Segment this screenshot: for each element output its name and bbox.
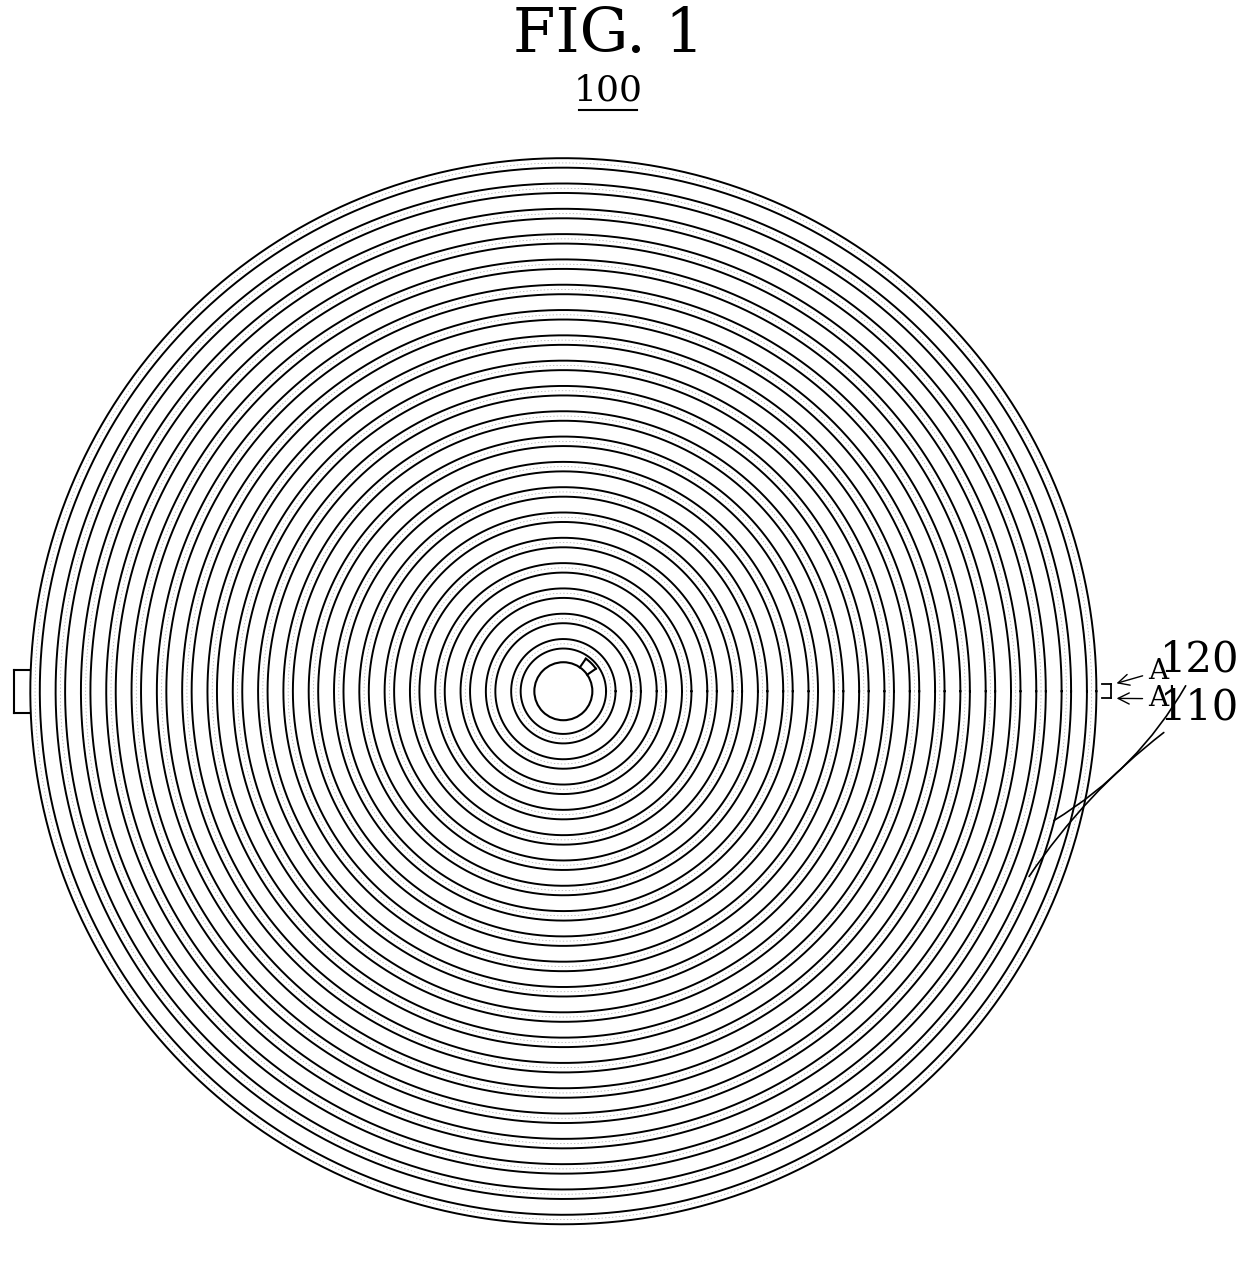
PathPatch shape: [182, 310, 945, 1073]
PathPatch shape: [258, 386, 869, 996]
PathPatch shape: [511, 638, 615, 743]
PathPatch shape: [486, 614, 641, 769]
PathPatch shape: [410, 538, 717, 844]
Text: A: A: [1118, 658, 1168, 686]
Text: A': A': [1118, 686, 1176, 713]
PathPatch shape: [233, 360, 894, 1022]
PathPatch shape: [435, 563, 692, 820]
PathPatch shape: [460, 589, 666, 794]
PathPatch shape: [384, 512, 742, 870]
PathPatch shape: [334, 462, 792, 921]
PathPatch shape: [30, 158, 1096, 1225]
PathPatch shape: [156, 285, 970, 1098]
PathPatch shape: [107, 234, 1021, 1148]
Text: FIG. 1: FIG. 1: [512, 5, 703, 65]
Text: 100: 100: [574, 74, 642, 107]
Text: 120: 120: [1054, 638, 1239, 821]
PathPatch shape: [360, 488, 768, 895]
PathPatch shape: [284, 411, 843, 972]
PathPatch shape: [207, 336, 919, 1047]
PathPatch shape: [309, 437, 818, 946]
PathPatch shape: [56, 184, 1071, 1199]
Circle shape: [534, 663, 593, 720]
PathPatch shape: [131, 259, 996, 1122]
Text: 110: 110: [1029, 686, 1239, 876]
PathPatch shape: [81, 209, 1045, 1174]
